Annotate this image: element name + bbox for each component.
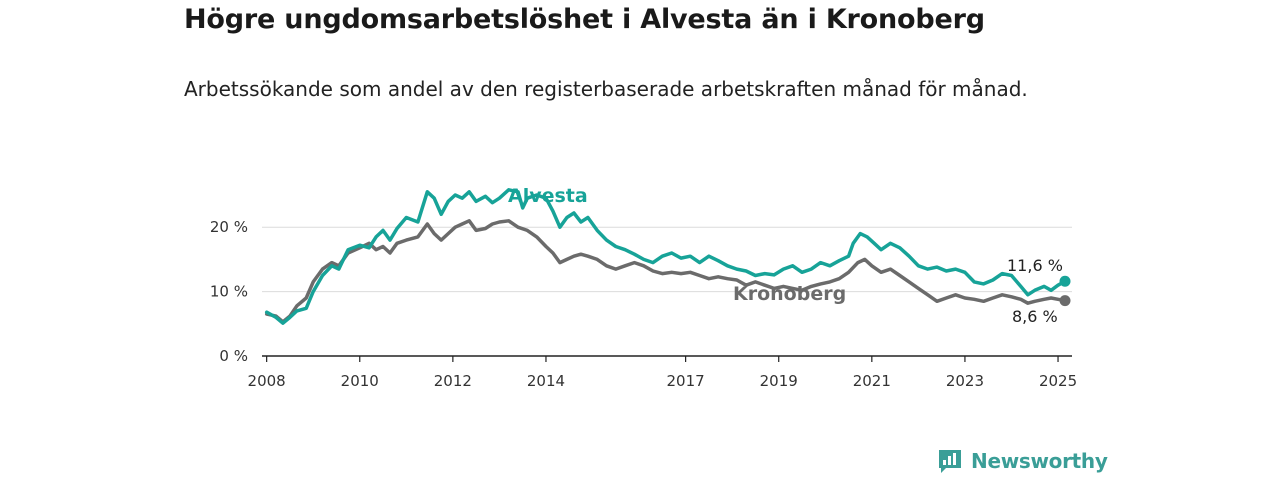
x-tick-label: 2014 [527, 372, 565, 390]
series-label-alvesta: Alvesta [508, 185, 588, 207]
series-label-kronoberg: Kronoberg [733, 283, 846, 305]
x-tick-label: 2021 [853, 372, 891, 390]
end-value-kronoberg: 8,6 % [1012, 307, 1058, 326]
end-value-alvesta: 11,6 % [1007, 256, 1063, 275]
series-line-alvesta [264, 188, 1067, 325]
x-tick-label: 2008 [248, 372, 286, 390]
end-point-kronoberg [1059, 295, 1071, 307]
x-tick-label: 2010 [341, 372, 379, 390]
brand-name: Newsworthy [971, 449, 1108, 473]
x-tick-label: 2012 [434, 372, 472, 390]
end-point-alvesta [1059, 275, 1071, 287]
chart-subtitle: Arbetssökande som andel av den registerb… [184, 77, 1028, 101]
series-line-kronoberg [264, 219, 1067, 324]
x-tick-label: 2025 [1039, 372, 1077, 390]
y-tick-label: 20 % [210, 218, 248, 236]
axis-layer: 0 % 10 % 20 % 2008 2010 2012 2014 2017 2019 2021 2… [210, 218, 1077, 390]
label-layer: Alvesta Kronoberg 11,6 % 8,6 % [508, 185, 1063, 326]
y-tick-label: 10 % [210, 283, 248, 301]
x-tick-label: 2023 [946, 372, 984, 390]
x-tick-label: 2017 [667, 372, 705, 390]
series-layer [264, 188, 1071, 325]
newsworthy-logo-icon [939, 450, 961, 473]
newsworthy-logo[interactable]: Newsworthy [937, 448, 1108, 474]
x-tick-label: 2019 [760, 372, 798, 390]
y-tick-label: 0 % [219, 347, 248, 365]
grid-layer [262, 226, 1072, 293]
chart-title: Högre ungdomsarbetslöshet i Alvesta än i… [184, 4, 985, 35]
